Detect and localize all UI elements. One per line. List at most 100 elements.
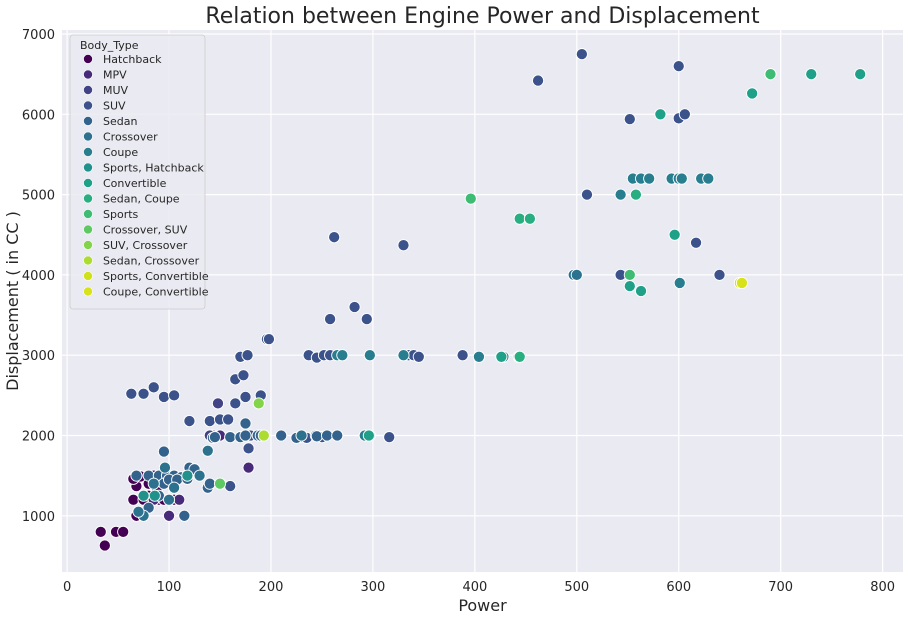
tick-labels: 0 100 200 300 400 500 600 700 800 1000 2000 3000 400…	[22, 28, 895, 595]
legend-marker	[83, 162, 93, 173]
legend-entry: Coupe	[103, 146, 138, 159]
y-axis-label: Displacement ( in CC )	[3, 211, 22, 391]
data-point	[130, 469, 143, 482]
data-point	[94, 525, 107, 538]
data-point	[690, 236, 703, 249]
legend-entry: Convertible	[103, 177, 167, 190]
data-point	[310, 430, 323, 443]
x-axis-label: Power	[458, 596, 507, 615]
data-point	[224, 431, 237, 444]
data-point	[125, 387, 138, 400]
chart-title: Relation between Engine Power and Displa…	[205, 4, 760, 29]
x-tick-label: 500	[564, 580, 589, 595]
data-point	[324, 313, 337, 326]
y-tick-label: 2000	[22, 429, 55, 444]
data-point	[158, 461, 172, 474]
x-tick-label: 600	[666, 580, 691, 595]
data-point	[148, 489, 161, 502]
data-point	[162, 493, 176, 506]
data-point	[623, 113, 636, 126]
data-point	[668, 228, 681, 241]
legend-marker	[83, 240, 93, 250]
legend-entry: Hatchback	[103, 53, 162, 66]
data-point	[702, 172, 715, 185]
data-point	[224, 480, 237, 493]
data-point	[532, 74, 545, 87]
legend-entry: MPV	[103, 69, 127, 82]
data-point	[117, 525, 130, 538]
legend-marker	[83, 100, 93, 111]
data-point	[222, 413, 235, 426]
data-point	[320, 429, 334, 442]
y-tick-label: 7000	[22, 28, 55, 43]
data-point	[262, 333, 275, 346]
x-tick-label: 800	[870, 580, 895, 595]
data-point	[735, 276, 748, 289]
x-tick-label: 700	[768, 580, 793, 595]
data-point	[643, 172, 656, 185]
data-point	[203, 477, 216, 490]
data-point	[168, 389, 181, 402]
data-points	[94, 48, 867, 552]
x-tick-label: 400	[462, 580, 487, 595]
data-point	[629, 188, 642, 201]
data-point	[213, 477, 227, 490]
legend-box	[69, 34, 206, 310]
data-point	[295, 429, 308, 442]
legend-entry: SUV	[103, 100, 126, 113]
legend-entry: Crossover	[103, 131, 158, 144]
data-point	[127, 493, 140, 506]
data-point	[98, 539, 111, 552]
data-point	[672, 60, 685, 73]
data-point	[634, 284, 648, 298]
data-point	[147, 381, 160, 394]
legend-entry: Sports	[103, 208, 139, 221]
legend-entry: Sedan, Crossover	[103, 255, 200, 268]
legend-marker	[83, 178, 93, 188]
data-point	[383, 431, 396, 444]
data-point	[713, 268, 726, 281]
data-point	[201, 444, 214, 457]
legend-entry: Crossover, SUV	[103, 224, 188, 237]
data-point	[570, 268, 583, 281]
legend-title: Body_Type	[80, 39, 139, 52]
legend-entry: Coupe, Convertible	[103, 286, 209, 299]
legend-marker	[83, 193, 93, 204]
legend-entry: Sedan, Coupe	[103, 193, 180, 206]
data-point	[237, 369, 250, 382]
y-tick-label: 4000	[22, 269, 55, 284]
data-point	[513, 212, 526, 225]
legend-marker	[83, 85, 93, 95]
data-point	[147, 477, 160, 490]
data-point	[678, 108, 691, 121]
data-point	[157, 445, 170, 458]
data-point	[675, 172, 688, 185]
grid-lines	[62, 30, 903, 572]
data-point	[456, 349, 469, 362]
data-point	[764, 68, 777, 81]
data-point	[252, 397, 265, 410]
x-tick-label: 200	[259, 580, 284, 595]
legend-entry: Sedan	[103, 115, 137, 128]
data-point	[523, 212, 536, 225]
data-point	[257, 429, 270, 442]
y-tick-label: 1000	[22, 510, 55, 525]
data-point	[580, 188, 594, 201]
data-point	[211, 397, 225, 410]
data-point	[157, 390, 170, 404]
legend-marker	[83, 224, 93, 235]
data-point	[336, 349, 349, 362]
legend-entry: Sports, Convertible	[103, 270, 209, 283]
legend-marker	[83, 255, 93, 266]
data-point	[746, 87, 759, 100]
x-tick-label: 0	[63, 580, 71, 595]
legend-marker	[83, 116, 93, 126]
data-point	[178, 509, 191, 522]
data-point	[472, 350, 485, 363]
data-point	[575, 48, 588, 61]
data-point	[397, 349, 410, 362]
data-point	[208, 431, 221, 444]
